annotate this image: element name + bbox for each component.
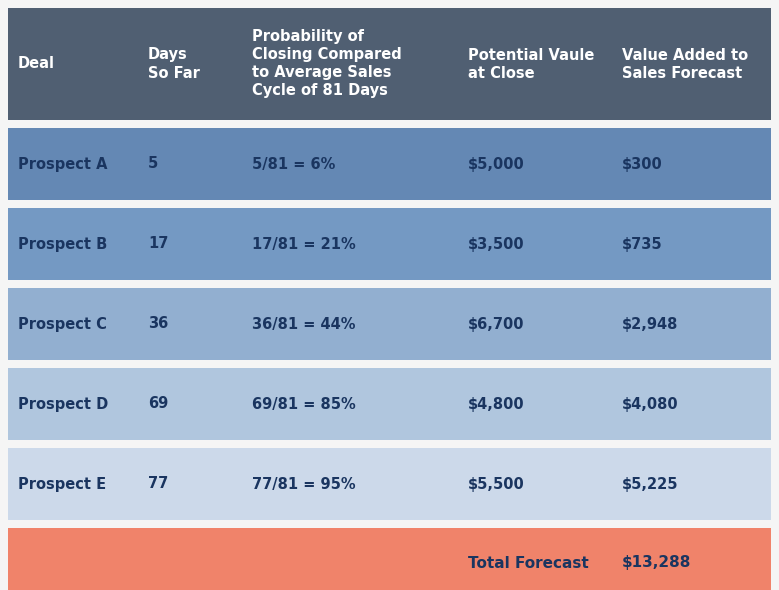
Bar bbox=[8, 528, 771, 590]
Text: $4,800: $4,800 bbox=[468, 396, 524, 411]
Text: Potential Vaule
at Close: Potential Vaule at Close bbox=[468, 48, 594, 80]
Text: 5/81 = 6%: 5/81 = 6% bbox=[252, 156, 336, 172]
Bar bbox=[8, 440, 771, 448]
Text: $3,500: $3,500 bbox=[468, 237, 524, 251]
Bar bbox=[8, 448, 771, 520]
Text: Days
So Far: Days So Far bbox=[148, 48, 200, 80]
Text: 69: 69 bbox=[148, 396, 168, 411]
Text: 17/81 = 21%: 17/81 = 21% bbox=[252, 237, 356, 251]
Text: $6,700: $6,700 bbox=[468, 316, 524, 332]
Text: Prospect C: Prospect C bbox=[18, 316, 107, 332]
Bar bbox=[8, 8, 771, 120]
Bar bbox=[8, 120, 771, 128]
Bar bbox=[8, 200, 771, 208]
Text: 17: 17 bbox=[148, 237, 168, 251]
Text: Prospect E: Prospect E bbox=[18, 477, 106, 491]
Text: Probability of
Closing Compared
to Average Sales
Cycle of 81 Days: Probability of Closing Compared to Avera… bbox=[252, 30, 402, 99]
Text: Value Added to
Sales Forecast: Value Added to Sales Forecast bbox=[622, 48, 748, 80]
Bar bbox=[8, 288, 771, 360]
Bar bbox=[8, 128, 771, 200]
Text: 69/81 = 85%: 69/81 = 85% bbox=[252, 396, 356, 411]
Text: $300: $300 bbox=[622, 156, 663, 172]
Bar bbox=[8, 208, 771, 280]
Text: Prospect B: Prospect B bbox=[18, 237, 108, 251]
Text: $735: $735 bbox=[622, 237, 663, 251]
Text: Prospect D: Prospect D bbox=[18, 396, 108, 411]
Text: 36/81 = 44%: 36/81 = 44% bbox=[252, 316, 355, 332]
Text: $5,000: $5,000 bbox=[468, 156, 525, 172]
Text: 5: 5 bbox=[148, 156, 158, 172]
Bar bbox=[8, 280, 771, 288]
Text: $5,500: $5,500 bbox=[468, 477, 525, 491]
Text: Total Forecast: Total Forecast bbox=[468, 556, 589, 571]
Bar bbox=[8, 360, 771, 368]
Text: $5,225: $5,225 bbox=[622, 477, 679, 491]
Text: Prospect A: Prospect A bbox=[18, 156, 108, 172]
Text: 77/81 = 95%: 77/81 = 95% bbox=[252, 477, 356, 491]
Bar bbox=[8, 520, 771, 528]
Text: $4,080: $4,080 bbox=[622, 396, 679, 411]
Text: $13,288: $13,288 bbox=[622, 556, 692, 571]
Text: 77: 77 bbox=[148, 477, 168, 491]
Bar bbox=[8, 368, 771, 440]
Text: Deal: Deal bbox=[18, 57, 55, 71]
Text: 36: 36 bbox=[148, 316, 168, 332]
Text: $2,948: $2,948 bbox=[622, 316, 679, 332]
